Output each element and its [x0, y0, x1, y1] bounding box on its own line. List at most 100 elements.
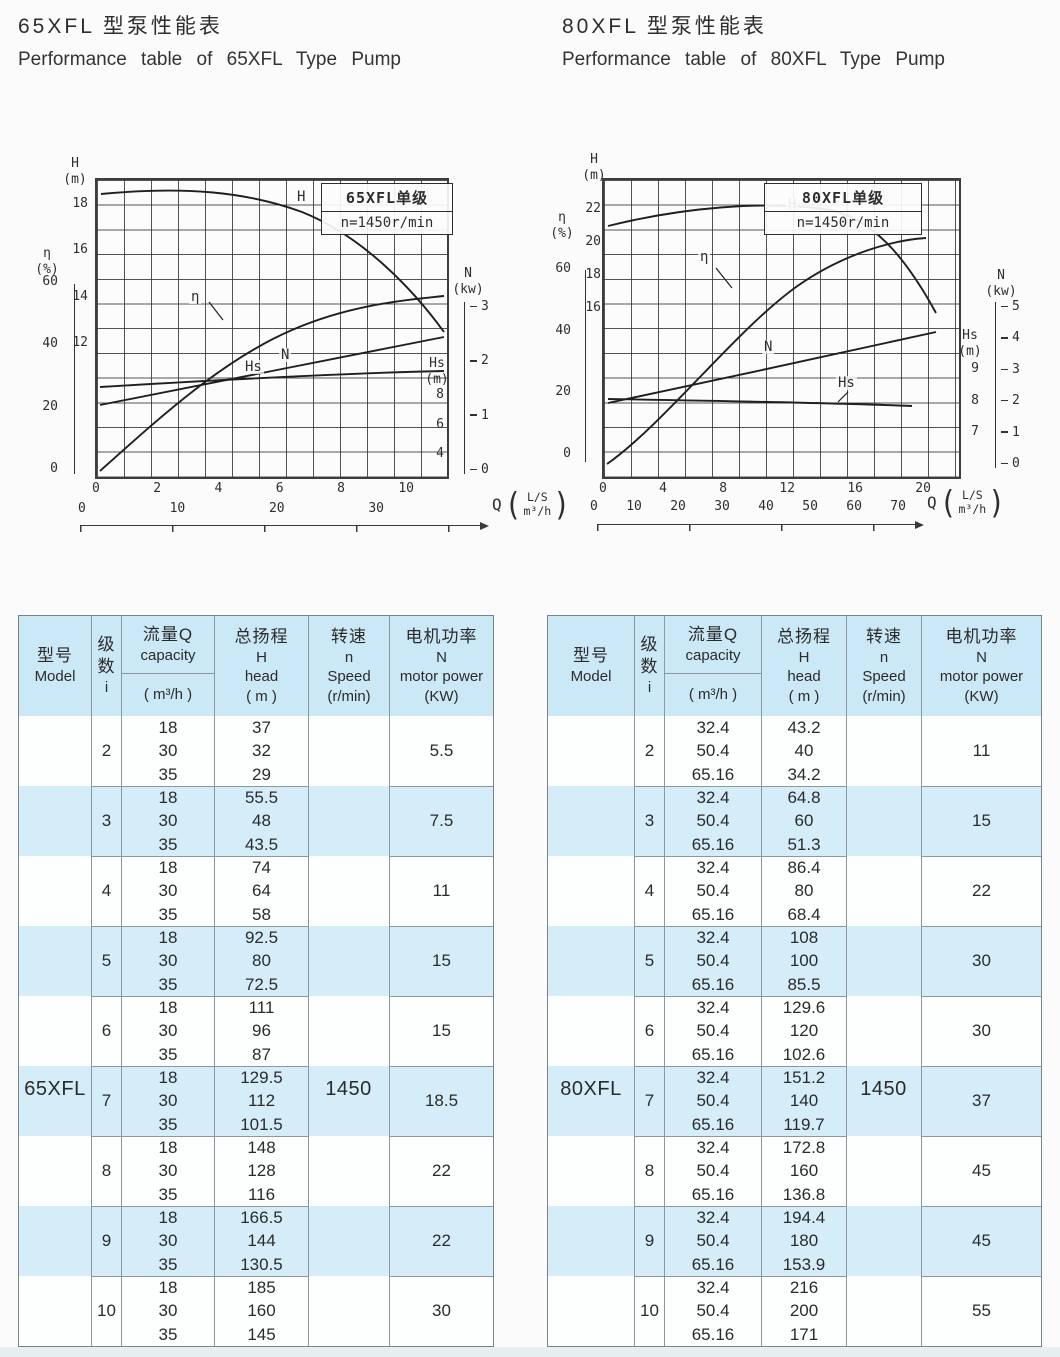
eta-curve-label: η [189, 289, 202, 305]
speed-value: 1450 [325, 1078, 372, 1100]
stage-cell: 8 [634, 1136, 664, 1207]
model-cell [19, 1276, 91, 1346]
h-tick: 16 [585, 300, 601, 315]
head-cell: 194.4 180 153.9 [761, 1206, 846, 1277]
eta-curve-label: η [698, 249, 711, 265]
model-cell [548, 786, 634, 857]
hs-tick: 8 [436, 387, 444, 402]
model-cell [548, 926, 634, 997]
table-row: 10 32.4 50.4 65.16 216 200 171 55 [548, 1276, 1041, 1346]
stage-cell: 9 [634, 1206, 664, 1277]
head-cell: 185 160 145 [214, 1276, 308, 1346]
title-en-65xfl: Performance table of 65XFL Type Pump [18, 49, 401, 70]
eta-pointer [715, 267, 733, 289]
power-cell: 45 [921, 1136, 1041, 1207]
power-cell: 15 [921, 786, 1041, 857]
header-speed: 转速 n Speed (r/min) [846, 616, 921, 716]
power-cell: 30 [921, 996, 1041, 1067]
power-cell: 11 [389, 856, 493, 927]
eta-pointer [208, 301, 224, 321]
speed-cell [846, 1206, 921, 1277]
hs-curve [607, 398, 913, 407]
stage-cell: 6 [634, 996, 664, 1067]
table-row: 7 32.4 50.4 65.16 151.2 140 119.7 37 [548, 1066, 1041, 1137]
table-row: 9 18 30 35 166.5 144 130.5 22 [19, 1206, 493, 1277]
speed-cell [308, 996, 389, 1067]
n-axis-bracket [995, 302, 996, 468]
model-cell [548, 996, 634, 1067]
table-row: 4 32.4 50.4 65.16 86.4 80 68.4 22 [548, 856, 1041, 927]
speed-cell [308, 926, 389, 997]
x-tick-m3h: 70 [890, 499, 906, 514]
n-curve-label: N [279, 347, 292, 363]
model-cell [19, 786, 91, 857]
hs-curve-label: Hs [836, 375, 857, 391]
stage-cell: 3 [634, 786, 664, 857]
eta-axis-ticks: 60 40 20 0 [32, 275, 58, 475]
h-axis-ticks: 18 16 14 12 [52, 197, 88, 349]
table-body: 2 32.4 50.4 65.16 43.2 40 34.2 11 3 32.4 50.4… [548, 716, 1041, 1346]
table-row: 9 32.4 50.4 65.16 194.4 180 153.9 45 [548, 1206, 1041, 1277]
model-cell [548, 1136, 634, 1207]
stage-cell: 6 [91, 996, 121, 1067]
section-title-65xfl: 65XFL 型泵性能表 Performance table of 65XFL T… [18, 10, 538, 71]
n-tick: 1 [470, 409, 489, 422]
head-cell: 37 32 29 [214, 716, 308, 787]
chart-title: 80XFL单级 [765, 184, 921, 212]
n-curve [607, 331, 937, 404]
h-axis-ticks: 22 20 18 16 [565, 202, 601, 314]
hs-curve-label: Hs [243, 359, 264, 375]
header-capacity: 流量Q capacity ( m³/h ) [664, 616, 761, 716]
model-cell [19, 716, 91, 787]
head-cell: 43.2 40 34.2 [761, 716, 846, 787]
head-cell: 64.8 60 51.3 [761, 786, 846, 857]
table-row: 2 32.4 50.4 65.16 43.2 40 34.2 11 [548, 716, 1041, 787]
speed-cell [846, 926, 921, 997]
stage-cell: 4 [634, 856, 664, 927]
model-cell [19, 1206, 91, 1277]
model-cell [548, 1276, 634, 1346]
x-tick-m3h: 0 [78, 501, 86, 516]
n-axis-bracket [464, 302, 465, 474]
stage-cell: 10 [91, 1276, 121, 1346]
hs-tick: 8 [971, 392, 979, 408]
model-cell [19, 926, 91, 997]
speed-cell [846, 716, 921, 787]
stage-cell: 8 [91, 1136, 121, 1207]
n-tick: 1 [1001, 426, 1020, 439]
speed-cell [308, 1066, 389, 1137]
x-tick-ls: 6 [275, 481, 284, 496]
capacity-cell: 32.4 50.4 65.16 [664, 1066, 761, 1137]
speed-cell [308, 1206, 389, 1277]
x-axis-ls-ticks: 0 2 4 6 8 10 [92, 482, 414, 495]
n-axis-ticks: 3 2 1 0 [470, 300, 492, 476]
table-row: 7 18 30 35 129.5 112 101.5 18.5 [19, 1066, 493, 1137]
stage-cell: 2 [91, 716, 121, 787]
eta-tick: 40 [555, 322, 571, 338]
header-model: 型号 Model [570, 646, 612, 686]
curves-65xfl [99, 189, 445, 472]
chart-plot-area-65xfl: H η N Hs 65XFL单级 n=1450r/min [95, 178, 453, 479]
h-tick: 12 [72, 334, 88, 350]
header-head: 总扬程 H head( m ) [214, 616, 308, 716]
capacity-cell: 32.4 50.4 65.16 [664, 856, 761, 927]
head-cell: 92.5 80 72.5 [214, 926, 308, 997]
stage-cell: 7 [91, 1066, 121, 1137]
x-tick-ls: 10 [398, 481, 414, 496]
x-tick-ls: 20 [915, 481, 931, 496]
table-row: 6 32.4 50.4 65.16 129.6 120 102.6 30 [548, 996, 1041, 1067]
performance-chart-65xfl: H η N Hs 65XFL单级 n=1450r/min H (m) 18 16 14… [30, 88, 570, 553]
title-en-80xfl: Performance table of 80XFL Type Pump [562, 49, 945, 70]
power-cell: 5.5 [389, 716, 493, 787]
h-tick: 14 [72, 288, 88, 304]
x-tick-m3h: 50 [802, 499, 818, 514]
power-cell: 30 [921, 926, 1041, 997]
table-row: 5 18 30 35 92.5 80 72.5 15 [19, 926, 493, 997]
x-axis-m3h-ticks: 0 10 20 30 [78, 502, 384, 515]
h-axis-label: H (m) [63, 156, 87, 188]
x-tick-ls: 12 [779, 481, 796, 496]
